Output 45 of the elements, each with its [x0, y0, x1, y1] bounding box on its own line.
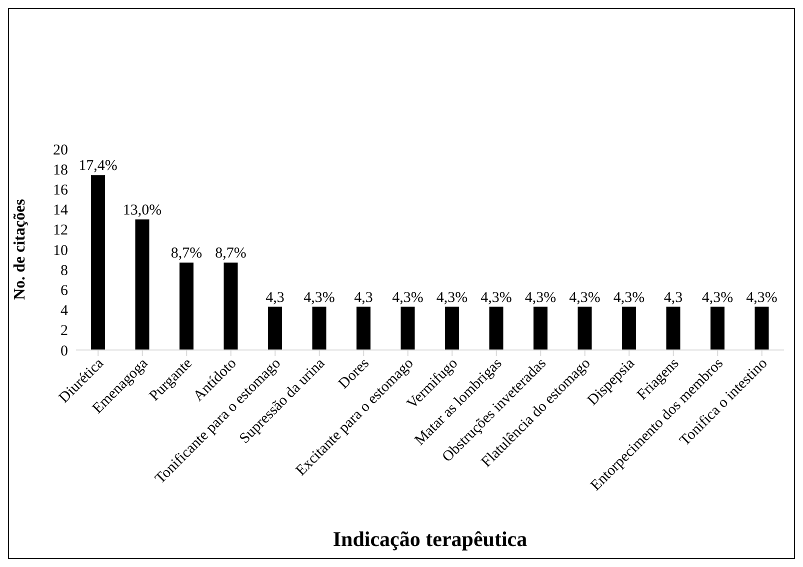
data-label: 4,3% [524, 290, 556, 306]
y-tick-label: 8 [60, 262, 68, 279]
y-tick-label: 4 [60, 303, 68, 320]
data-label: 4,3% [304, 290, 335, 306]
y-axis-title: No. de citações [12, 199, 29, 300]
y-tick-label: 6 [60, 283, 68, 300]
y-tick-label: 14 [53, 202, 68, 219]
y-tick-label: 0 [60, 343, 68, 360]
data-label: 4,3 [354, 290, 373, 306]
y-tick-label: 12 [53, 222, 68, 239]
y-tick-label: 2 [60, 323, 68, 340]
data-label: 4,3 [664, 290, 683, 306]
bar [445, 306, 459, 350]
bar [710, 306, 724, 350]
data-label: 13,0% [122, 202, 162, 218]
data-label: 4,3% [392, 290, 424, 306]
bar [578, 306, 592, 350]
bar [180, 262, 194, 350]
y-tick-label: 20 [53, 142, 68, 158]
data-label: 17,4% [78, 158, 118, 174]
bar [268, 306, 282, 350]
bar [400, 306, 415, 350]
data-label: 8,7% [170, 246, 202, 262]
y-tick-label: 10 [53, 242, 68, 259]
data-label: 4,3% [702, 290, 734, 306]
bar [135, 219, 150, 350]
bar [534, 306, 548, 350]
bar [356, 306, 370, 350]
bar [91, 175, 105, 350]
data-label: 4,3% [569, 290, 600, 306]
bar [224, 262, 238, 350]
data-label: 4,3 [266, 290, 284, 306]
bar [489, 306, 504, 350]
data-label: 8,7% [215, 246, 246, 262]
data-label: 4,3% [480, 290, 512, 306]
bar [666, 306, 680, 350]
y-tick-label: 18 [53, 162, 68, 178]
data-label: 4,3% [436, 290, 468, 306]
bar [622, 306, 636, 350]
y-tick-label: 16 [53, 182, 68, 199]
bar [312, 306, 326, 350]
data-label: 4,3% [746, 290, 778, 306]
bar [754, 306, 769, 350]
x-axis-title: Indicação terapêutica [332, 527, 528, 551]
data-label: 4,3% [613, 290, 645, 306]
